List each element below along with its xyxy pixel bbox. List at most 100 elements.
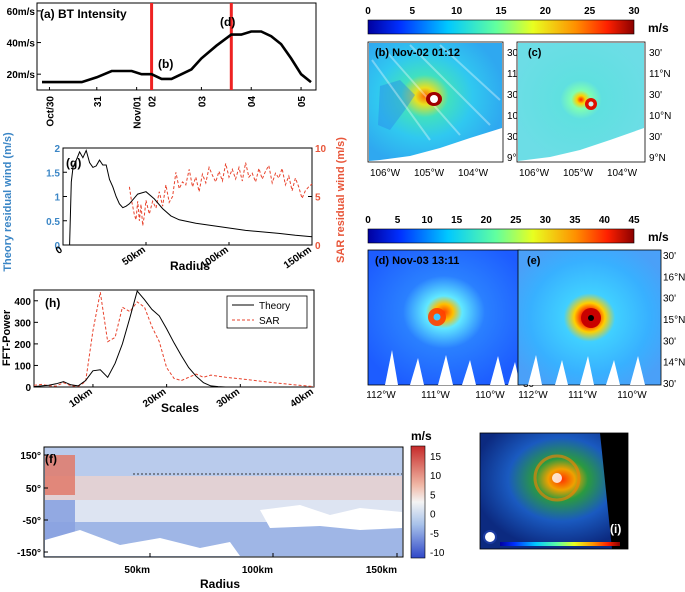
cbmid-ticks-label: 5	[395, 215, 401, 226]
cbmid-ticks-label: 35	[569, 215, 581, 226]
e-lat-label: 30'	[663, 379, 676, 390]
c-lat-label: 30'	[649, 90, 662, 101]
panel-f-colorbar	[410, 445, 426, 559]
panel-c-lat-ticks: 30' 11°N 30' 10°N 30' 9°N	[649, 48, 671, 164]
panel-h-ylabel: FFT-Power	[1, 309, 13, 366]
c-lat-label: 11°N	[649, 69, 671, 80]
panel-h-title: (h)	[45, 296, 60, 310]
d-lon-label: 111°W	[421, 390, 450, 401]
theory-fft-line	[33, 290, 226, 388]
panel-a: (a) BT Intensity 20m/s 40m/s 60m/s Oct/30 3…	[7, 2, 317, 129]
cbtop-ticks-label: 15	[495, 6, 507, 17]
panel-h-y-tick-label: 300	[14, 318, 31, 329]
panel-h-y-tick-label: 100	[14, 361, 31, 372]
panel-f-cbar-unit: m/s	[411, 429, 432, 443]
panel-d-gaps	[385, 350, 520, 385]
panel-b-low-wind-patch	[378, 80, 415, 130]
panel-g-x-tick-label: 150km	[282, 244, 314, 271]
panel-i-title: (i)	[610, 522, 621, 536]
cbtop-ticks-label: 5	[410, 6, 416, 17]
panel-h-legend: Theory SAR	[226, 295, 308, 329]
e-lat-label: 16°N	[663, 272, 685, 283]
c-lat-label: 9°N	[649, 153, 666, 164]
e-lat-label: 15°N	[663, 315, 685, 326]
c-lon-label: 104°W	[607, 168, 638, 179]
panel-f-x-tick-label: 150km	[366, 565, 397, 576]
panel-a-frame	[36, 2, 317, 91]
panel-b-streaks	[371, 44, 501, 141]
panel-g-left-tick-label: 1.5	[46, 168, 60, 179]
panel-b-eye	[430, 95, 438, 103]
panel-c-eye	[588, 101, 594, 107]
panel-f-hotspot	[45, 455, 75, 495]
c-lat-label: 30'	[649, 132, 662, 143]
bt-intensity-line	[42, 30, 312, 84]
b-lat-label: 30'	[507, 48, 520, 59]
cbmid-ticks-label: 45	[628, 215, 640, 226]
panel-f-title: (f)	[45, 452, 57, 466]
panel-a-x-tick-label: Oct/30	[45, 96, 56, 127]
panel-f-gap-1	[260, 505, 402, 530]
b-lat-label: 30'	[507, 90, 520, 101]
cbmid-ticks-label: 15	[451, 215, 463, 226]
panel-a-x-ticks: Oct/30 31 Nov/01 02 03 04 05	[45, 87, 308, 129]
panel-g-title: (g)	[66, 156, 81, 170]
panel-f-cbar-tick-label: 10	[430, 471, 442, 482]
panel-h-frame	[33, 289, 315, 388]
legend-sar-label: SAR	[259, 316, 280, 327]
panel-f: (f) 150° 50° -50° -150° 50km 100km 150km Radi…	[17, 429, 445, 591]
cbtop-ticks-label: 20	[540, 6, 552, 17]
cbmid-ticks-label: 30	[540, 215, 552, 226]
panel-b-lon-ticks: 106°W 105°W 104°W	[370, 168, 489, 179]
panel-f-y-tick-label: -50°	[23, 516, 41, 527]
panel-g-xlabel: Radius	[170, 259, 210, 273]
c-lon-label: 106°W	[519, 168, 550, 179]
e-lon-label: 111°W	[568, 390, 597, 401]
colorbar-mid-unit: m/s	[648, 230, 669, 244]
panel-h-x-tick-label: 10km	[67, 386, 94, 410]
panel-g-frame	[62, 147, 313, 246]
panel-g-right-ylabel: SAR residual wind (m/s)	[335, 137, 347, 263]
panel-f-gap-2	[45, 530, 240, 556]
panel-i: (i)	[479, 432, 629, 550]
panel-f-x-ticks: 50km 100km 150km	[124, 553, 398, 576]
panel-a-x-tick-label: 05	[297, 96, 308, 108]
panel-g-right-tick-label: 10	[315, 144, 327, 155]
panel-i-eye	[552, 473, 562, 483]
panel-g-right-tick-label: 0	[315, 241, 321, 252]
cbmid-ticks-label: 10	[422, 215, 434, 226]
panel-f-y-ticks: 150° 50° -50° -150°	[17, 451, 48, 559]
panel-e-lon-ticks: 112°W 111°W 110°W	[518, 390, 647, 401]
panel-d-title: (d) Nov-03 13:11	[375, 255, 459, 267]
legend-theory-label: Theory	[259, 301, 290, 312]
b-lon-label: 105°W	[414, 168, 445, 179]
e-lat-label: 30'	[663, 336, 676, 347]
panel-g-left-tick-label: 0.5	[46, 217, 60, 228]
panel-f-cbar-tick-label: 15	[430, 452, 442, 463]
panel-a-y-tick-label: 20m/s	[7, 70, 36, 81]
cbtop-ticks-label: 25	[584, 6, 596, 17]
panel-a-title: (a) BT Intensity	[40, 7, 127, 21]
b-lon-label: 106°W	[370, 168, 401, 179]
panel-a-x-tick-label: 31	[93, 96, 104, 108]
panel-i-dark-edge	[600, 433, 628, 549]
e-lon-label: 112°W	[518, 390, 548, 401]
c-lon-label: 105°W	[563, 168, 594, 179]
cbmid-ticks-label: 40	[599, 215, 611, 226]
noaa-logo-icon	[483, 530, 497, 544]
panel-g-left-tick-label: 2	[54, 144, 60, 155]
panel-a-x-tick-label: 03	[197, 96, 208, 108]
panel-d-lon-ticks: 112°W 111°W 110°W	[366, 390, 505, 401]
legend-box	[226, 295, 308, 329]
panel-d-map: (d) Nov-03 13:11 30'16°N30'15°N30'14°N30…	[366, 249, 545, 401]
panel-c-lon-ticks: 106°W 105°W 104°W	[519, 168, 638, 179]
panel-e-eye	[588, 315, 594, 321]
colorbar-mid: 0 5 10 15 20 25 30 35 40 45 m/s	[365, 215, 669, 244]
panel-b-title: (b) Nov-02 01:12	[375, 47, 460, 59]
cbmid-ticks-label: 20	[481, 215, 493, 226]
cbmid-ticks-label: 25	[510, 215, 522, 226]
panel-c-map: (c) 30' 11°N 30' 10°N 30' 9°N 106°W 105°W 104°W	[516, 41, 671, 179]
colorbar-mid-bar	[367, 228, 635, 244]
